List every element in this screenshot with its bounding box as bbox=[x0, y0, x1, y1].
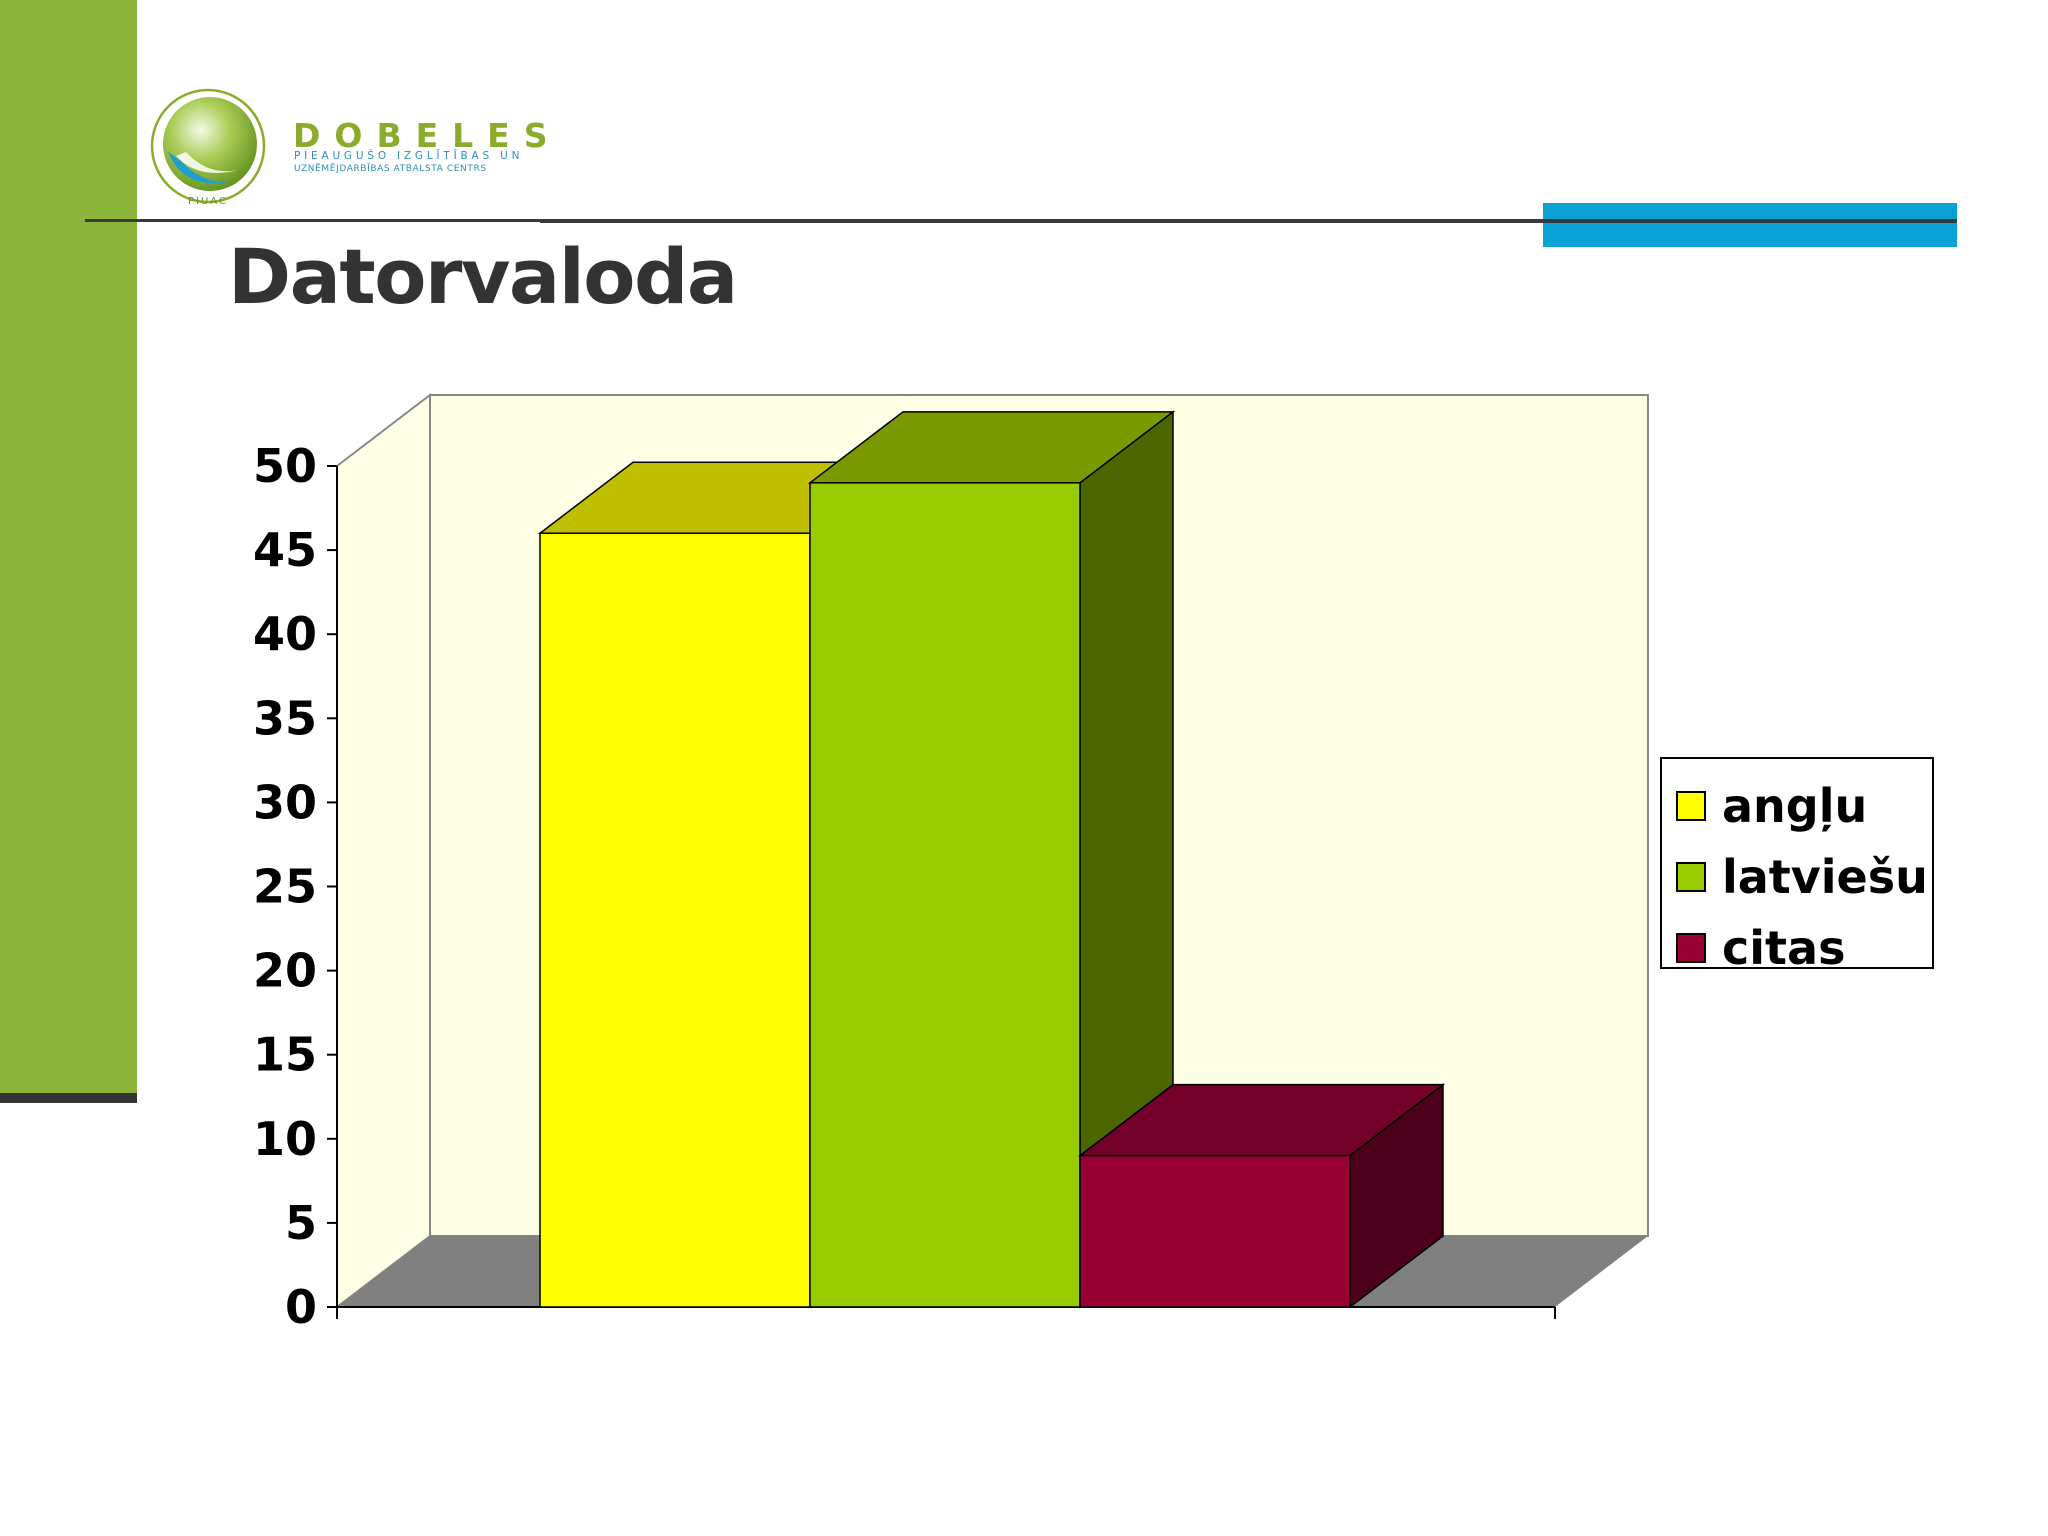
y-tick-label: 45 bbox=[253, 523, 317, 577]
logo-globe-icon: PIUAC bbox=[150, 88, 266, 207]
chart-side-wall bbox=[336, 392, 431, 1310]
chart-legend: angļu latviešu citas bbox=[1660, 757, 1934, 975]
bars bbox=[537, 410, 1446, 1309]
legend-label-latviesu: latviešu bbox=[1722, 850, 1928, 904]
sidebar-accent-shadow bbox=[0, 1093, 137, 1103]
y-tick-label: 35 bbox=[253, 691, 317, 745]
y-tick-label: 40 bbox=[253, 607, 317, 661]
y-tick-label: 15 bbox=[253, 1028, 317, 1082]
y-tick-label: 50 bbox=[253, 439, 317, 493]
legend-swatch-latviesu bbox=[1676, 862, 1706, 892]
y-tick-label: 30 bbox=[253, 775, 317, 829]
bar-3 bbox=[1077, 1083, 1446, 1309]
header-rule bbox=[540, 219, 1956, 223]
sidebar-accent-bar bbox=[0, 0, 137, 1093]
legend-swatch-citas bbox=[1676, 933, 1706, 963]
dobeles-logo: PIUAC DOBELES PIEAUGUŠO IZGLĪTĪBAS UN UZ… bbox=[148, 86, 547, 210]
header-rule-left bbox=[85, 219, 540, 222]
y-tick-label: 20 bbox=[253, 944, 317, 998]
logo-seal-text: PIUAC bbox=[188, 196, 228, 207]
y-tick-label: 25 bbox=[253, 860, 317, 914]
logo-subtitle-line2: UZŅĒMĒJDARBĪBAS ATBALSTA CENTRS bbox=[294, 164, 487, 174]
legend-item-citas: citas bbox=[1676, 918, 1845, 978]
header-blue-accent-line bbox=[1543, 219, 1957, 223]
bar-front-face bbox=[809, 482, 1081, 1308]
logo-subtitle-line1: PIEAUGUŠO IZGLĪTĪBAS UN bbox=[294, 150, 524, 162]
bar-2 bbox=[807, 410, 1176, 1309]
bar-front-face bbox=[539, 532, 811, 1308]
bar-front-face bbox=[1079, 1154, 1351, 1308]
logo-wordmark: DOBELES bbox=[293, 116, 562, 155]
y-tick-label: 5 bbox=[285, 1196, 317, 1250]
header-blue-accent bbox=[1543, 203, 1957, 247]
y-tick-label: 10 bbox=[253, 1112, 317, 1166]
y-tick-label: 0 bbox=[285, 1280, 317, 1334]
page-title: Datorvaloda bbox=[228, 232, 738, 321]
legend-label-citas: citas bbox=[1722, 921, 1846, 975]
legend-item-anglu: angļu bbox=[1676, 776, 1867, 836]
legend-item-latviesu: latviešu bbox=[1676, 847, 1928, 907]
legend-label-anglu: angļu bbox=[1722, 779, 1868, 833]
legend-swatch-anglu bbox=[1676, 791, 1706, 821]
